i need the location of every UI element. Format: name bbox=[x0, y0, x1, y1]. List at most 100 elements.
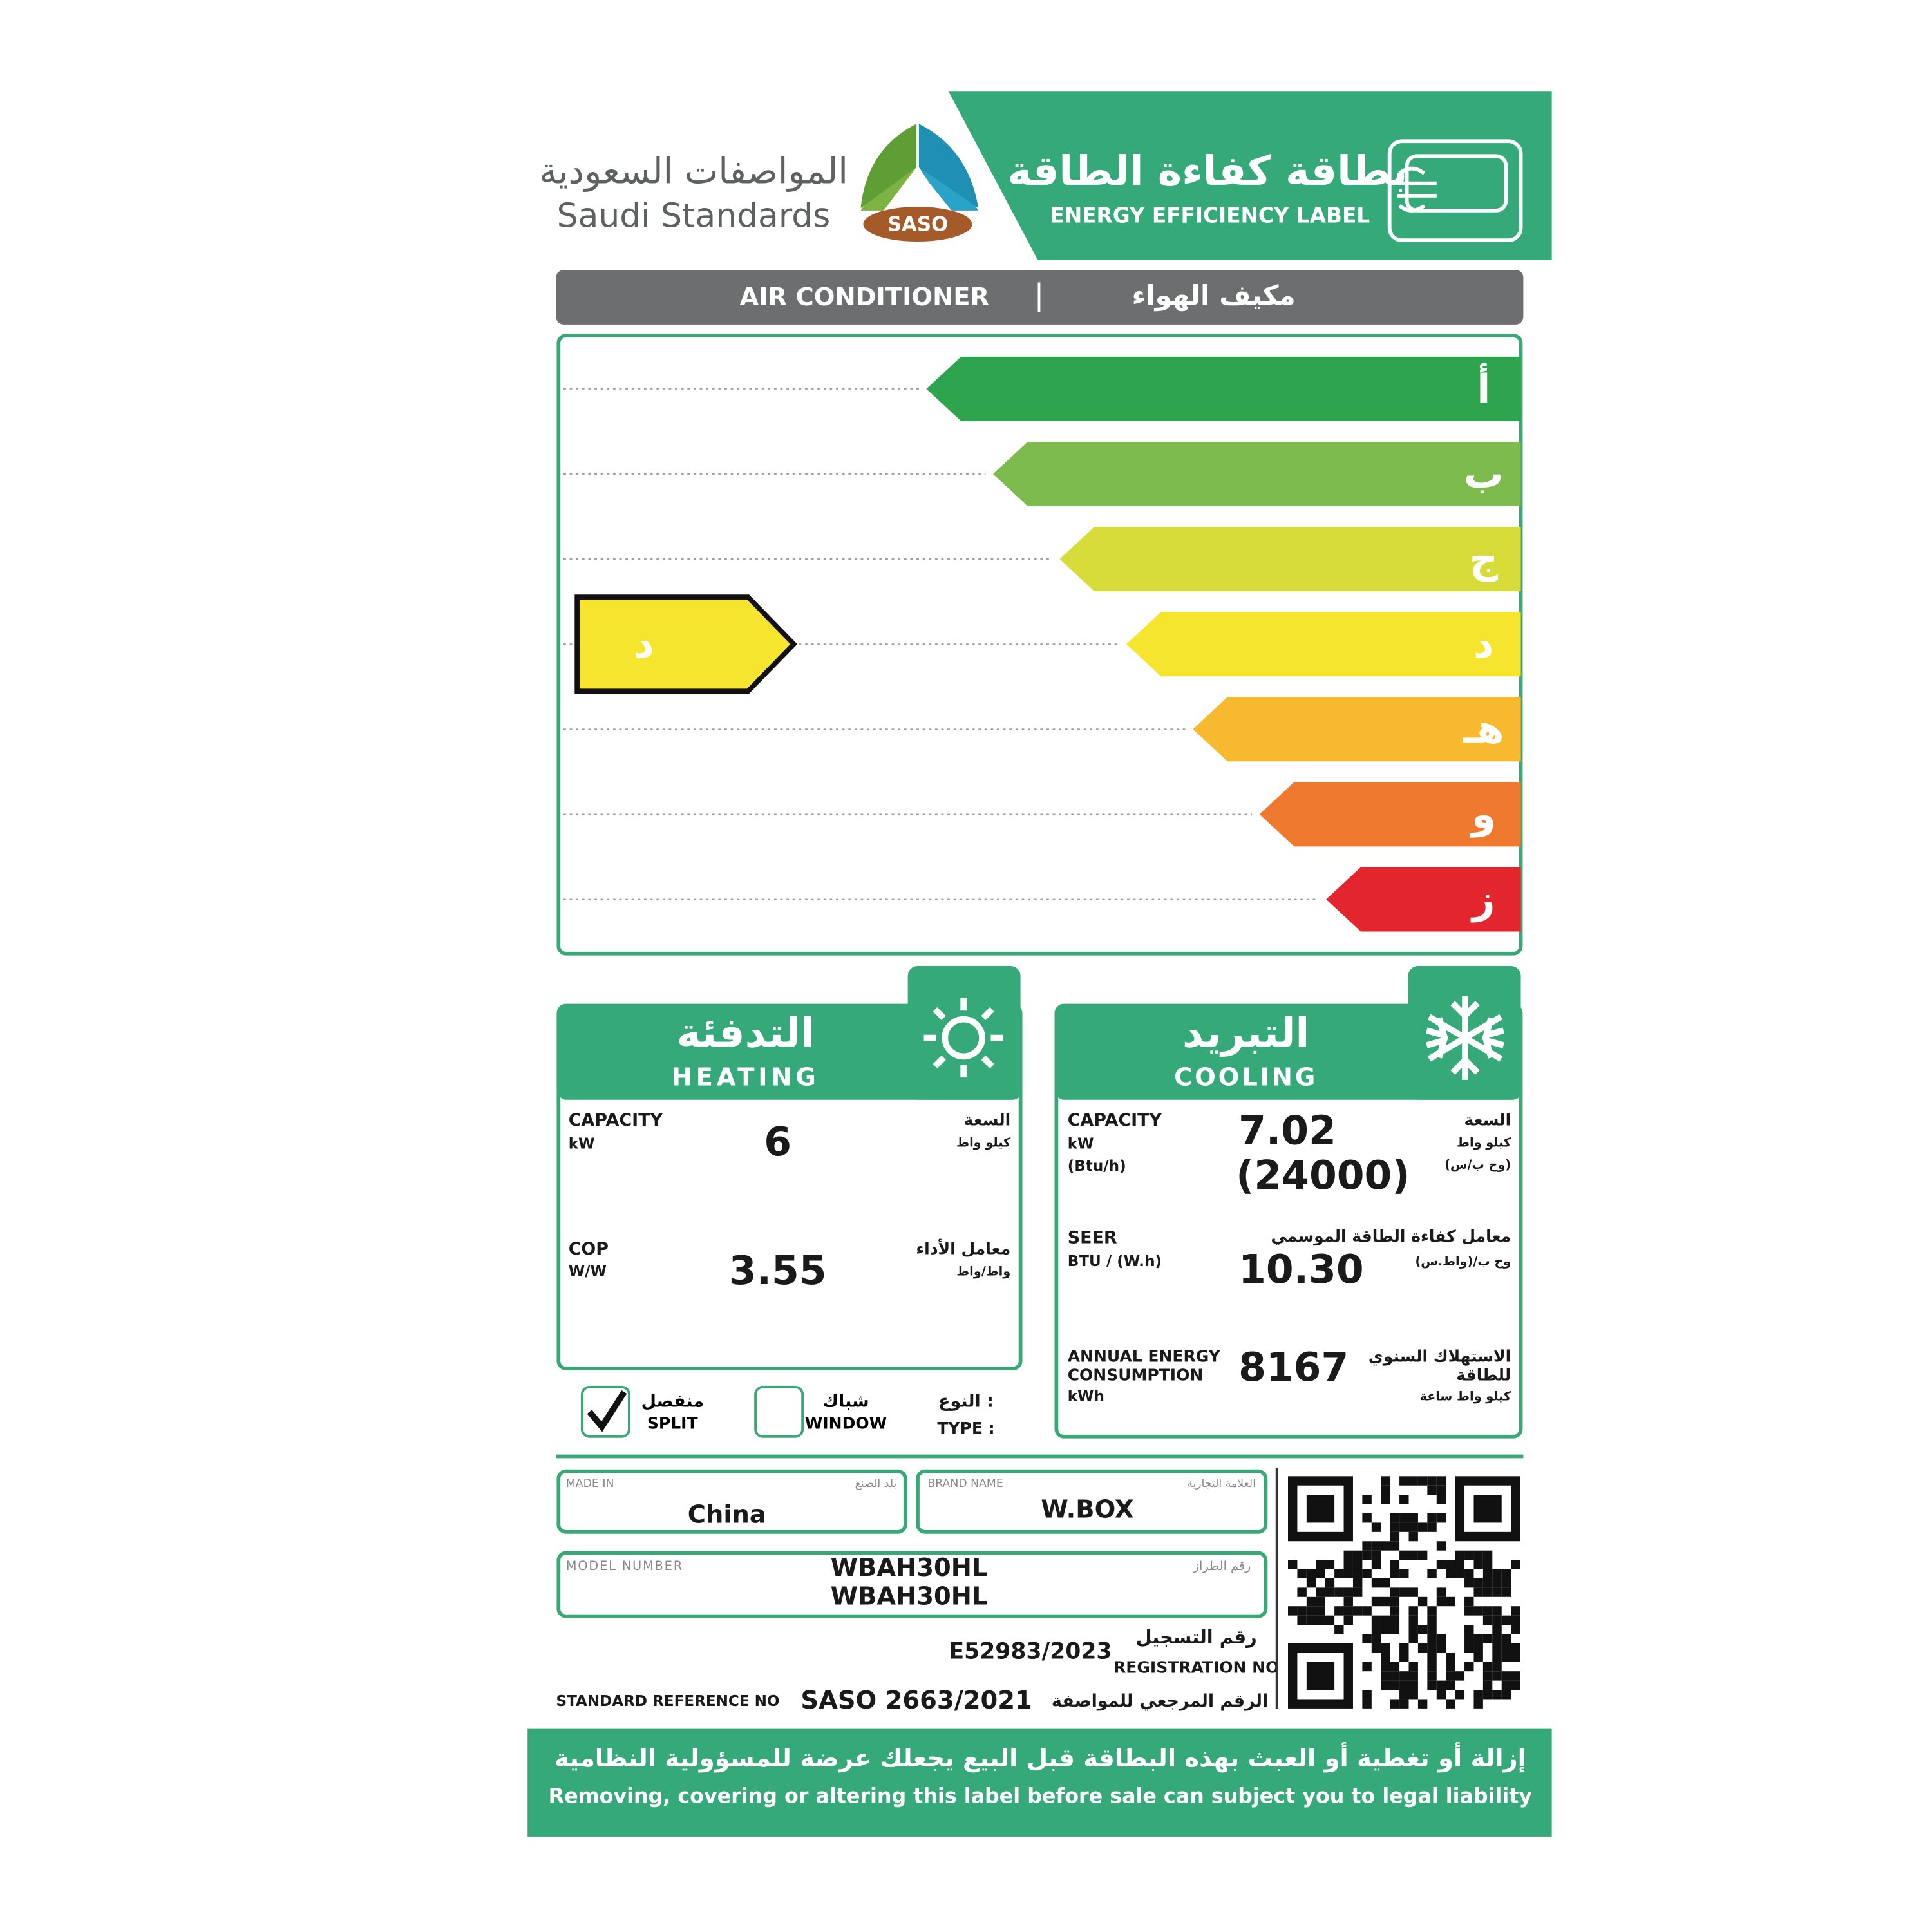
qr-cell bbox=[1408, 1690, 1418, 1700]
registration-label: REGISTRATION NO bbox=[1113, 1658, 1279, 1676]
qr-cell bbox=[1501, 1634, 1511, 1643]
header-band bbox=[949, 91, 1552, 260]
qr-cell bbox=[1501, 1690, 1511, 1700]
qr-cell bbox=[1408, 1522, 1418, 1532]
saso-logo: SASO bbox=[860, 124, 979, 242]
qr-cell bbox=[1464, 1643, 1474, 1653]
qr-cell bbox=[1362, 1541, 1372, 1551]
class-label: د bbox=[1473, 621, 1494, 667]
label-ar: معامل كفاءة الطاقة الموسمي bbox=[1271, 1227, 1511, 1246]
qr-cell bbox=[1436, 1485, 1446, 1495]
qr-cell bbox=[1408, 1615, 1418, 1625]
qr-cell bbox=[1501, 1615, 1511, 1625]
qr-cell bbox=[1427, 1625, 1437, 1634]
qr-cell bbox=[1464, 1606, 1474, 1616]
unit: kW bbox=[1068, 1135, 1094, 1152]
qr-cell bbox=[1399, 1587, 1409, 1597]
qr-cell bbox=[1492, 1569, 1502, 1578]
qr-cell bbox=[1482, 1671, 1493, 1681]
product-ar: مكيف الهواء bbox=[1132, 279, 1296, 312]
qr-cell bbox=[1362, 1606, 1372, 1616]
qr-finder bbox=[1306, 1495, 1335, 1523]
qr-cell bbox=[1362, 1662, 1372, 1672]
qr-cell bbox=[1343, 1569, 1353, 1578]
label-ar: بلد الصنع bbox=[855, 1477, 897, 1490]
qr-cell bbox=[1399, 1653, 1409, 1662]
qr-cell bbox=[1473, 1699, 1483, 1709]
qr-cell bbox=[1371, 1615, 1381, 1625]
label-ar: السعة bbox=[964, 1110, 1011, 1129]
qr-cell bbox=[1436, 1513, 1446, 1523]
qr-cell bbox=[1352, 1560, 1363, 1569]
check-mark bbox=[587, 1390, 627, 1432]
qr-cell bbox=[1511, 1560, 1520, 1569]
qr-cell bbox=[1362, 1513, 1372, 1523]
qr-cell bbox=[1482, 1569, 1493, 1578]
qr-cell bbox=[1436, 1560, 1446, 1569]
qr-cell bbox=[1390, 1569, 1400, 1578]
qr-cell bbox=[1288, 1560, 1298, 1569]
qr-cell bbox=[1381, 1485, 1390, 1495]
qr-cell bbox=[1390, 1615, 1400, 1625]
qr-cell bbox=[1427, 1680, 1437, 1690]
qr-cell bbox=[1343, 1596, 1353, 1607]
qr-cell bbox=[1417, 1699, 1428, 1709]
cooling-title-ar: التبريد bbox=[1182, 1009, 1309, 1057]
qr-cell bbox=[1473, 1550, 1483, 1560]
rating-label: د bbox=[634, 621, 654, 667]
qr-cell bbox=[1399, 1513, 1409, 1523]
type-label-en: TYPE : bbox=[937, 1419, 994, 1437]
qr-cell bbox=[1306, 1569, 1316, 1578]
qr-cell bbox=[1390, 1587, 1400, 1597]
qr-cell bbox=[1492, 1587, 1502, 1597]
qr-cell bbox=[1408, 1662, 1418, 1672]
class-label: ب bbox=[1464, 451, 1504, 497]
logo-text: SASO bbox=[887, 213, 948, 236]
qr-cell bbox=[1381, 1495, 1390, 1504]
ac-icon bbox=[1387, 139, 1523, 242]
qr-cell bbox=[1371, 1541, 1381, 1551]
heating-title-en: HEATING bbox=[672, 1063, 820, 1092]
label-ar: للطاقة bbox=[1456, 1366, 1511, 1385]
warning-en: Removing, covering or altering this labe… bbox=[549, 1785, 1533, 1808]
qr-cell bbox=[1381, 1541, 1390, 1551]
rating-arrow bbox=[574, 594, 798, 694]
qr-cell bbox=[1446, 1596, 1455, 1607]
value: 8167 bbox=[1238, 1344, 1349, 1390]
footer-band bbox=[527, 1728, 1552, 1837]
value: 7.02 bbox=[1238, 1108, 1336, 1154]
qr-cell bbox=[1464, 1625, 1474, 1634]
qr-cell bbox=[1427, 1606, 1437, 1616]
qr-cell bbox=[1390, 1522, 1400, 1532]
qr-cell bbox=[1464, 1634, 1474, 1643]
qr-cell bbox=[1427, 1653, 1437, 1662]
qr-cell bbox=[1352, 1578, 1363, 1588]
qr-cell bbox=[1371, 1596, 1381, 1607]
qr-cell bbox=[1492, 1615, 1502, 1625]
qr-cell bbox=[1306, 1606, 1316, 1616]
qr-cell bbox=[1511, 1680, 1520, 1690]
qr-cell bbox=[1501, 1587, 1511, 1597]
qr-cell bbox=[1492, 1606, 1502, 1616]
qr-cell bbox=[1446, 1671, 1455, 1681]
qr-cell bbox=[1334, 1606, 1344, 1616]
qr-cell bbox=[1399, 1569, 1409, 1578]
qr-cell bbox=[1427, 1476, 1437, 1486]
qr-cell bbox=[1473, 1560, 1483, 1569]
qr-cell bbox=[1482, 1634, 1493, 1643]
qr-cell bbox=[1408, 1531, 1418, 1542]
qr-cell bbox=[1371, 1560, 1381, 1569]
qr-cell bbox=[1511, 1653, 1520, 1662]
qr-cell bbox=[1343, 1550, 1353, 1560]
qr-cell bbox=[1492, 1634, 1502, 1643]
qr-cell bbox=[1427, 1615, 1437, 1625]
qr-cell bbox=[1436, 1643, 1446, 1653]
qr-cell bbox=[1381, 1578, 1390, 1588]
value: WBAH30HL bbox=[831, 1582, 988, 1611]
qr-cell bbox=[1352, 1569, 1363, 1578]
class-arrow bbox=[1059, 527, 1521, 592]
qr-cell bbox=[1390, 1671, 1400, 1681]
qr-cell bbox=[1325, 1578, 1335, 1588]
qr-cell bbox=[1316, 1587, 1325, 1597]
